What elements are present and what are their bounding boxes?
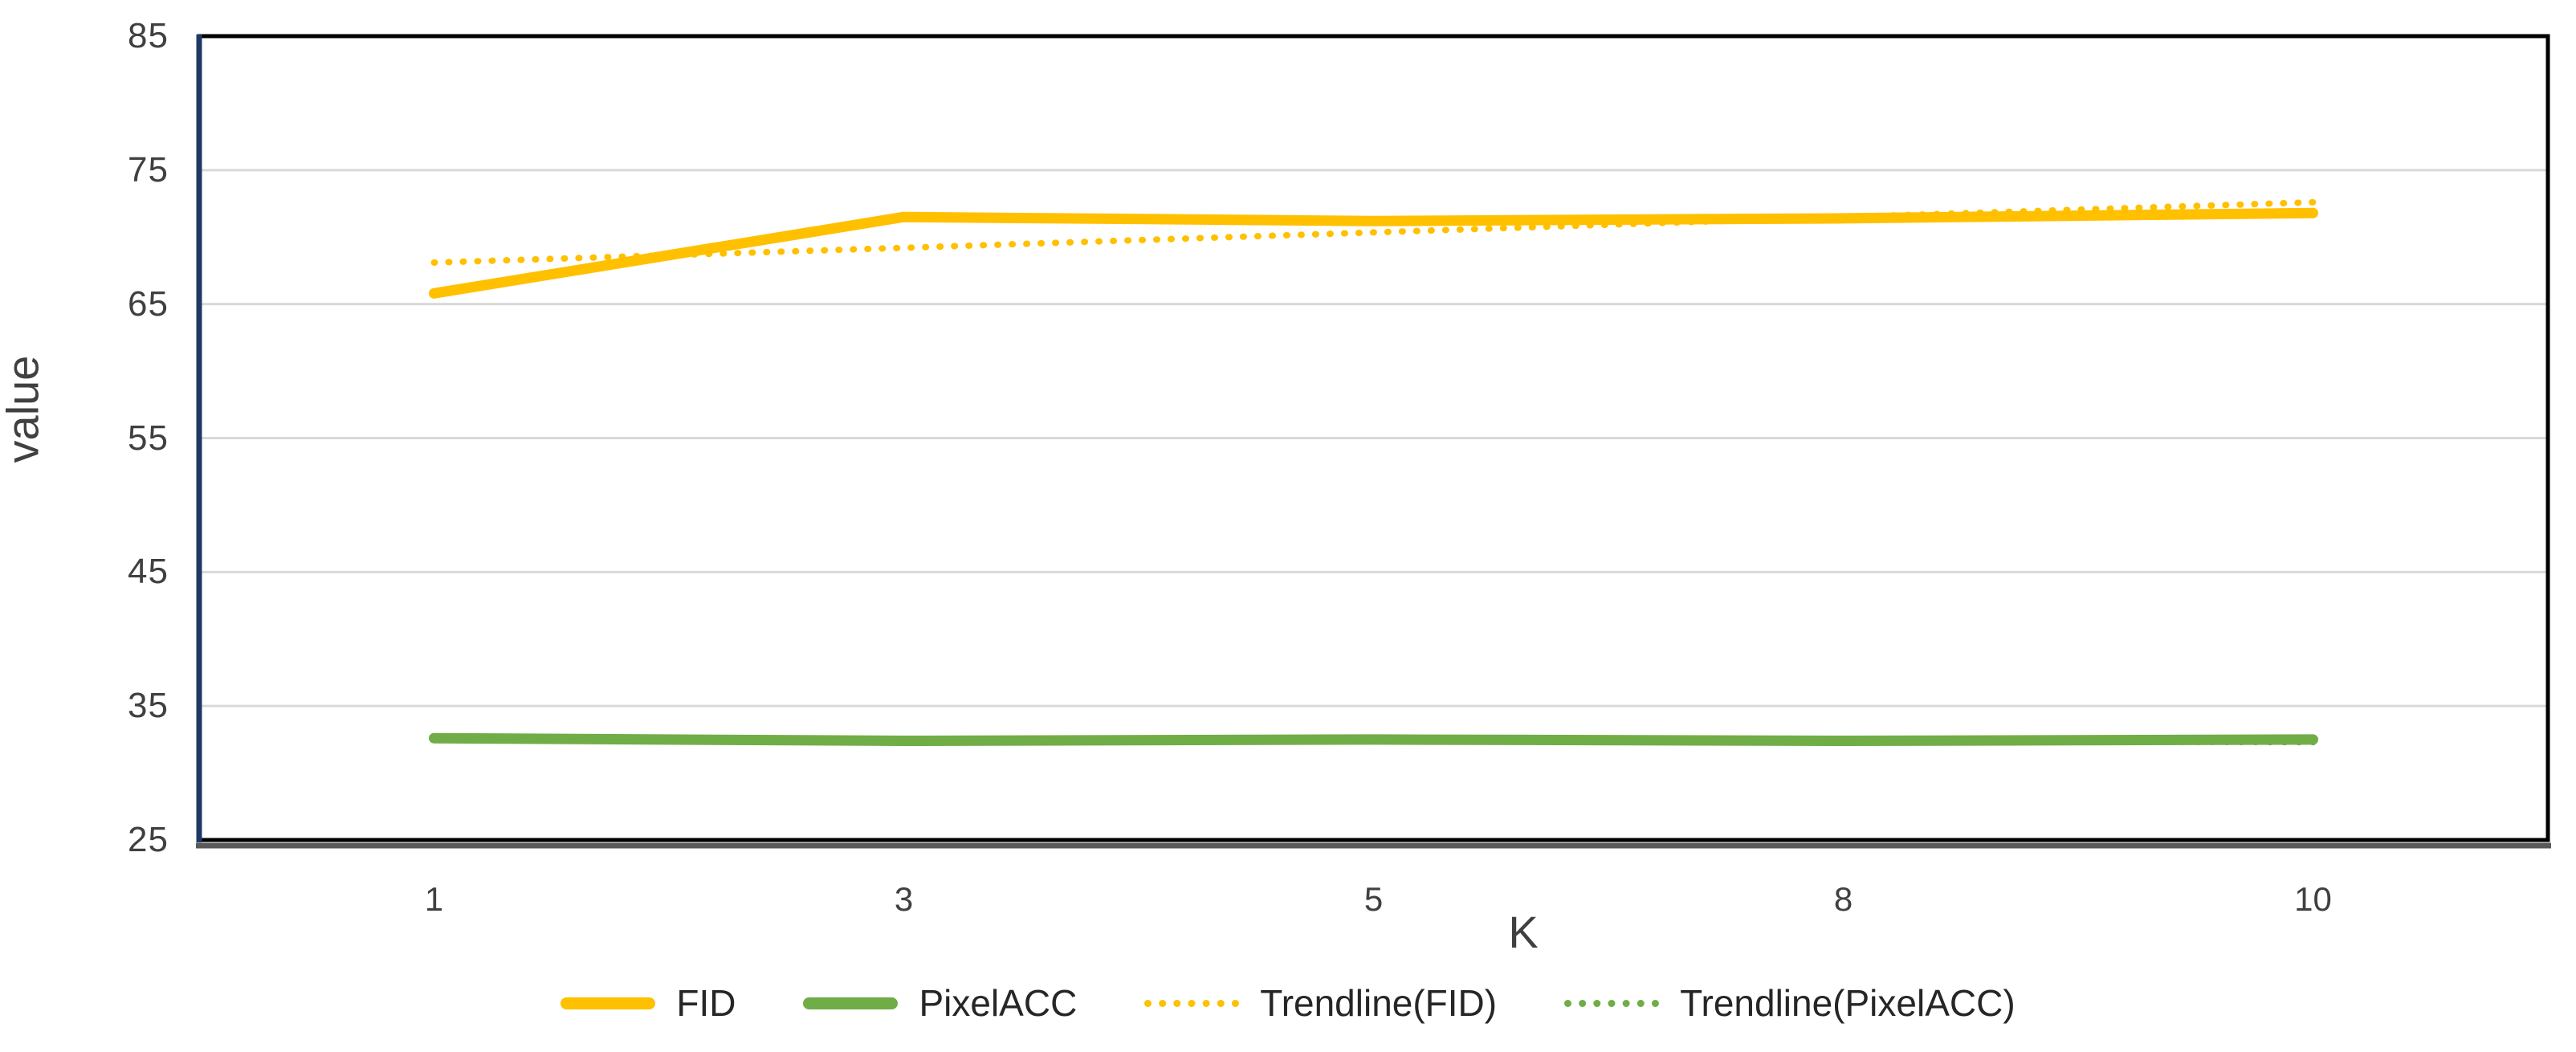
y-axis-title: value <box>0 355 48 463</box>
series-line-FID <box>429 207 2318 299</box>
legend-item: Trendline(PixelACC) <box>1564 981 2016 1025</box>
series-line-Trendline-FID- <box>430 198 2317 266</box>
legend-label: FID <box>676 982 736 1024</box>
legend-swatch-dotted-line-icon <box>1144 999 1240 1007</box>
legend-item: PixelACC <box>803 981 1077 1025</box>
y-tick-label: 65 <box>128 283 169 324</box>
series-line-Trendline-PixelACC- <box>430 735 2317 746</box>
legend-label: PixelACC <box>919 982 1078 1024</box>
x-tick-label: 8 <box>1833 880 1853 918</box>
y-tick-label: 45 <box>128 552 169 592</box>
y-tick-label: 25 <box>128 820 169 859</box>
x-tick-label: 5 <box>1363 880 1384 918</box>
legend-item: FID <box>560 981 736 1025</box>
legend-label: Trendline(PixelACC) <box>1680 982 2016 1024</box>
x-tick-label: 3 <box>894 880 914 918</box>
legend-swatch-solid-line-icon <box>560 997 656 1009</box>
y-tick-label: 75 <box>128 149 169 190</box>
y-tick-label: 35 <box>128 686 169 726</box>
x-tick-label: 10 <box>2294 880 2332 918</box>
y-tick-label: 85 <box>128 16 169 55</box>
legend-swatch-dotted-line-icon <box>1564 999 1660 1007</box>
legend-item: Trendline(FID) <box>1144 981 1497 1025</box>
legend-swatch-solid-line-icon <box>803 997 899 1009</box>
x-axis-title: K <box>1508 907 1539 957</box>
legend-label: Trendline(FID) <box>1260 982 1498 1024</box>
x-tick-label: 1 <box>424 880 444 918</box>
y-tick-label: 55 <box>128 418 169 458</box>
chart-legend: FID PixelACC Trendline(FID) Trendline(Pixel… <box>0 981 2576 1025</box>
